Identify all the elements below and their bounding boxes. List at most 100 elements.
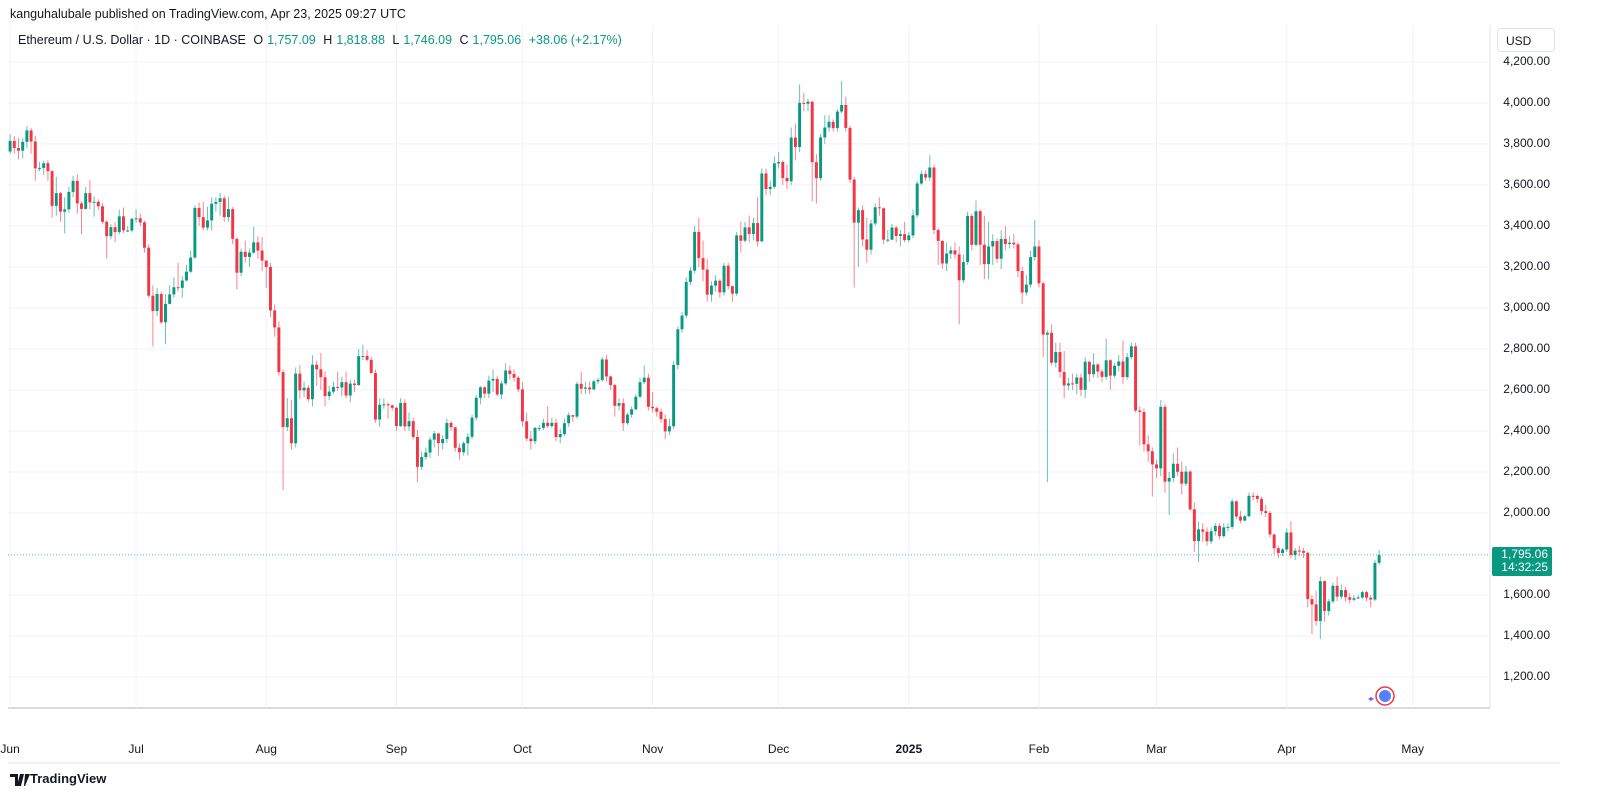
candle-body xyxy=(987,246,991,265)
candle-body xyxy=(315,364,319,370)
candle-body xyxy=(932,167,936,231)
y-tick-label: 2,200.00 xyxy=(1503,464,1550,478)
candle-body xyxy=(1310,599,1314,605)
candle-body xyxy=(533,427,537,442)
candle-body xyxy=(159,294,163,323)
candle-body xyxy=(840,104,844,112)
candle-body xyxy=(1050,332,1054,363)
candle-body xyxy=(814,162,818,179)
candle-body xyxy=(168,294,172,304)
candle-body xyxy=(164,303,167,323)
candle-body xyxy=(17,148,20,151)
candle-body xyxy=(1264,511,1268,514)
candle-body xyxy=(730,286,734,294)
candle-body xyxy=(147,247,151,296)
candle-body xyxy=(1365,592,1369,598)
candle-body xyxy=(1003,238,1007,244)
y-tick-label: 3,200.00 xyxy=(1503,259,1550,273)
candle-body xyxy=(915,183,919,216)
brand-logo xyxy=(10,774,30,786)
candle-body xyxy=(609,376,613,386)
candle-body xyxy=(718,280,722,293)
candle-body xyxy=(38,167,41,169)
candle-body xyxy=(1377,555,1381,563)
candle-body xyxy=(1243,516,1247,521)
candle-body xyxy=(252,242,256,253)
candle-body xyxy=(1268,513,1272,535)
candle-body xyxy=(289,418,293,444)
candle-body xyxy=(227,209,230,218)
candle-body xyxy=(961,262,965,281)
candle-body xyxy=(714,280,718,286)
candle-body xyxy=(1125,357,1129,378)
candle-body xyxy=(294,373,298,444)
candle-body xyxy=(222,198,226,218)
candle-body xyxy=(1335,585,1339,597)
candle-body xyxy=(369,359,373,373)
candle-body xyxy=(201,217,205,228)
candle-body xyxy=(550,422,554,427)
y-tick-label: 1,600.00 xyxy=(1503,587,1550,601)
candle-body xyxy=(596,379,600,382)
currency-button[interactable]: USD xyxy=(1497,28,1555,52)
candle-body xyxy=(898,234,902,236)
candle-body xyxy=(957,254,961,281)
candle-body xyxy=(1197,529,1201,542)
candle-body xyxy=(432,433,436,440)
candle-body xyxy=(101,206,104,222)
candle-body xyxy=(75,180,79,204)
candle-body xyxy=(21,141,25,151)
candle-body xyxy=(12,140,16,149)
candle-body xyxy=(1041,283,1045,335)
candle-body xyxy=(1150,451,1154,465)
candle-body xyxy=(617,403,621,406)
candle-body xyxy=(1062,371,1066,386)
candle-body xyxy=(903,234,907,241)
candle-body xyxy=(331,386,335,392)
candle-body xyxy=(33,141,37,169)
legend-value: 1,746.09 xyxy=(403,33,453,47)
symbol-name: Ethereum / U.S. Dollar · 1D · COINBASE xyxy=(18,33,246,47)
candle-body xyxy=(558,434,562,438)
publisher-line: kanguhalubale published on TradingView.c… xyxy=(10,7,406,21)
candle-body xyxy=(508,370,512,374)
candle-body xyxy=(751,223,755,234)
candle-body xyxy=(285,418,289,428)
candle-body xyxy=(604,359,608,377)
candle-body xyxy=(1209,531,1213,542)
candle-body xyxy=(684,281,688,316)
candle-body xyxy=(470,417,474,437)
candle-body xyxy=(1029,257,1033,285)
y-tick-label: 2,400.00 xyxy=(1503,423,1550,437)
candle-body xyxy=(264,260,268,267)
candle-body xyxy=(504,370,508,384)
x-tick-label: Oct xyxy=(513,742,532,756)
x-tick-label: Jul xyxy=(128,742,143,756)
candle-body xyxy=(1037,246,1041,284)
candle-body xyxy=(1281,549,1285,553)
candle-body xyxy=(340,382,344,388)
candle-body xyxy=(1092,364,1096,375)
candle-body xyxy=(134,218,138,220)
x-tick-label: Jun xyxy=(0,742,19,756)
legend-label: L xyxy=(392,33,400,47)
candle-body xyxy=(449,422,453,428)
candle-body xyxy=(268,266,272,311)
candle-body xyxy=(54,193,58,206)
candle-body xyxy=(474,397,478,418)
candle-body xyxy=(176,287,180,289)
candle-body xyxy=(218,198,222,202)
y-tick-label: 3,600.00 xyxy=(1503,177,1550,191)
candle-body xyxy=(373,372,377,420)
candle-body xyxy=(436,433,440,444)
price-tag xyxy=(1492,547,1552,577)
candle-body xyxy=(403,402,407,427)
candle-body xyxy=(1163,406,1167,482)
candle-body xyxy=(453,427,457,448)
candle-body xyxy=(806,101,810,104)
candle-body xyxy=(273,310,277,328)
candle-body xyxy=(516,377,520,390)
candle-body xyxy=(1360,592,1364,598)
candle-body xyxy=(281,372,285,428)
candle-body xyxy=(143,222,146,248)
